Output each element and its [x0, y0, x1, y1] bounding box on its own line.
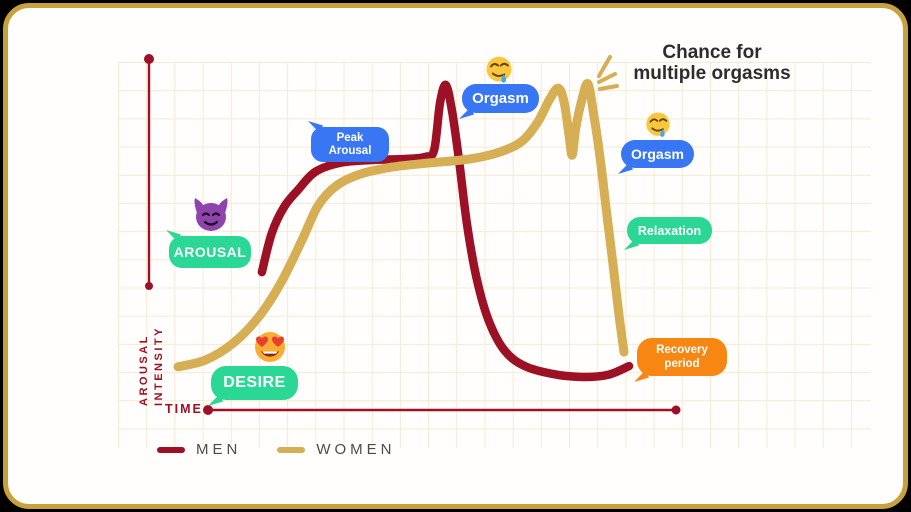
heart-eyes-icon — [255, 332, 285, 362]
relaxation-bubble: Relaxation — [624, 217, 712, 250]
legend: MEN WOMEN — [157, 441, 396, 458]
y-axis-label: AROUSAL INTENSITY — [138, 296, 165, 406]
relaxation-label: Relaxation — [637, 223, 702, 238]
drooling-face-icon — [646, 112, 670, 137]
orgasm-women-bubble: Orgasm — [618, 140, 694, 174]
recovery-period-bubble: Recovery period — [634, 338, 727, 382]
recovery-line2: period — [664, 358, 700, 370]
legend-item-women: WOMEN — [277, 441, 395, 458]
y-axis-label-line1: AROUSAL — [138, 334, 150, 406]
women-line-swatch — [277, 446, 306, 453]
chart-title-line2: multiple orgasms — [633, 63, 791, 84]
y-axis-label-line2: INTENSITY — [153, 326, 165, 406]
legend-label-men: MEN — [196, 441, 242, 458]
legend-item-men: MEN — [157, 441, 241, 458]
devil-face-icon — [194, 198, 228, 231]
desire-bubble: DESIRE — [208, 366, 298, 406]
orgasm-women-label: Orgasm — [631, 146, 684, 162]
orgasm-men-bubble: Orgasm — [459, 84, 539, 119]
arousal-bubble: AROUSAL — [166, 230, 251, 268]
men-line-swatch — [157, 446, 185, 453]
peak-arousal-line1: Peak — [336, 131, 364, 144]
chart-title: Chance for multiple orgasms — [626, 42, 798, 84]
orgasm-men-label: Orgasm — [472, 90, 529, 107]
chart-title-line1: Chance for — [662, 42, 762, 63]
legend-label-women: WOMEN — [316, 441, 396, 458]
peak-arousal-bubble: Peak Arousal — [308, 121, 389, 162]
drooling-face-icon — [486, 56, 512, 83]
peak-arousal-line2: Arousal — [328, 144, 372, 157]
recovery-line1: Recovery — [656, 344, 708, 356]
desire-label: DESIRE — [223, 374, 286, 391]
arousal-label: AROUSAL — [173, 244, 247, 260]
x-axis-label: TIME — [165, 402, 203, 416]
